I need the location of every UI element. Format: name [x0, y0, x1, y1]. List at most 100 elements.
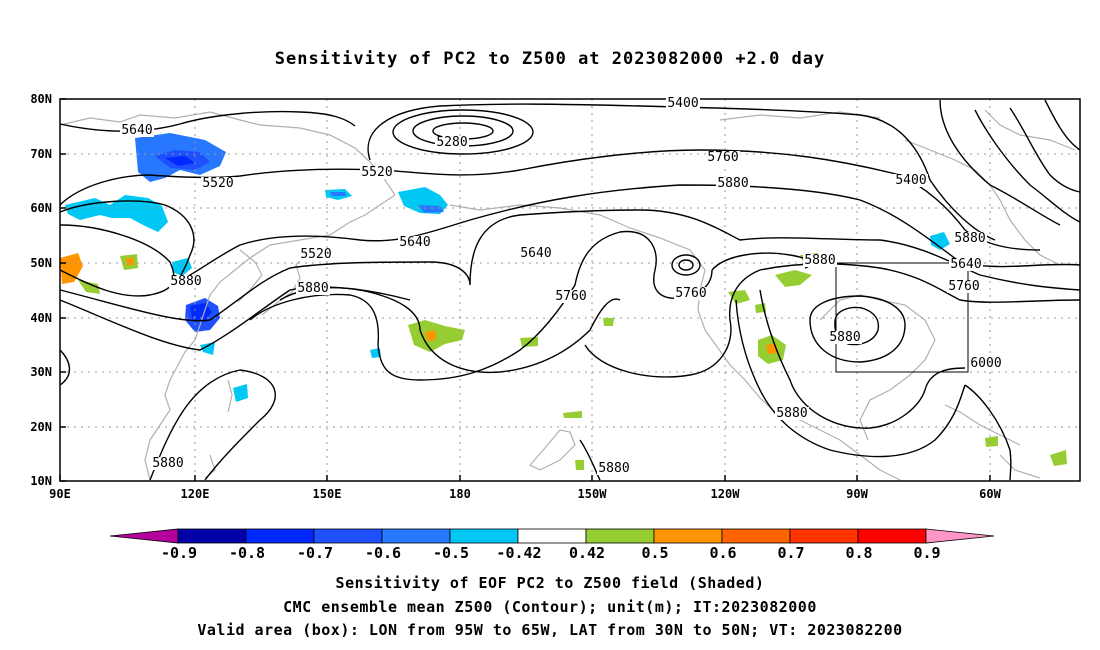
contour-label-bg — [894, 174, 928, 187]
contour-label-bg — [706, 151, 740, 164]
contour-label: 6000 — [970, 356, 1001, 371]
colorbar-label: 0.5 — [641, 544, 668, 562]
colorbar-cell — [381, 528, 451, 544]
chart-title: Sensitivity of PC2 to Z500 at 2023082000… — [274, 49, 826, 69]
contour-line — [1009, 107, 1081, 193]
contour-line — [419, 298, 621, 374]
shade-patch — [233, 384, 248, 402]
contour-label: 5880 — [804, 253, 835, 268]
coastline — [719, 111, 881, 121]
contour-label: 5880 — [152, 456, 183, 471]
lon-tick-label: 90E — [49, 487, 71, 501]
colorbar-cell — [789, 528, 859, 544]
contour-label: 5880 — [297, 281, 328, 296]
lon-tick-label: 120E — [181, 487, 210, 501]
colorbar-label: 0.42 — [569, 544, 605, 562]
coastline — [227, 379, 233, 413]
coastline — [529, 429, 576, 471]
colorbar-cell — [313, 528, 383, 544]
contour-line — [1044, 99, 1081, 151]
coastline — [449, 204, 719, 349]
colorbar: -0.9 -0.8 -0.7 -0.6 -0.5 -0.42 0.42 0.5 0.6 0.7 0.… — [109, 528, 995, 562]
colorbar-label: 0.8 — [845, 544, 872, 562]
colorbar-cell — [721, 528, 791, 544]
contour-label-bg — [169, 275, 203, 288]
contour-label-bg — [953, 232, 987, 245]
contour-line — [392, 109, 534, 155]
contour-label: 5760 — [707, 150, 738, 165]
contour-line — [177, 184, 1081, 283]
lon-tick-label: 180 — [449, 487, 471, 501]
contour-line — [678, 259, 694, 271]
contour-label-bg — [716, 177, 750, 190]
shade-patch — [78, 280, 100, 294]
contour-label: 5520 — [300, 247, 331, 262]
colorbar-cell — [177, 528, 247, 544]
map-frame — [59, 98, 1081, 482]
shade-patch — [563, 411, 582, 418]
colorbar-label: -0.5 — [433, 544, 469, 562]
shade-patch — [425, 330, 436, 341]
lat-tick-label: 50N — [30, 256, 52, 270]
caption-line-2: CMC ensemble mean Z500 (Contour); unit(m… — [283, 598, 817, 616]
contour-label: 5760 — [948, 279, 979, 294]
contour-label-bg — [969, 357, 1003, 370]
contour-label-bg — [151, 457, 185, 470]
contour-label-bg — [803, 254, 837, 267]
colorbar-label: 0.6 — [709, 544, 736, 562]
contour-label-bg — [947, 280, 981, 293]
shade-patch — [60, 253, 83, 284]
valid-area-box — [835, 262, 969, 373]
shade-patch — [985, 436, 998, 447]
shade-patch — [200, 342, 215, 355]
lon-tick-label: 150W — [578, 487, 608, 501]
contour-label: 5760 — [555, 289, 586, 304]
colorbar-label: -0.42 — [496, 544, 541, 562]
shade-patch — [165, 156, 195, 166]
shade-patch — [930, 232, 950, 250]
lon-tick-label: 150E — [313, 487, 342, 501]
contour-label-bg — [360, 166, 394, 179]
contour-label-bg — [949, 258, 983, 271]
caption-line-1: Sensitivity of EOF PC2 to Z500 field (Sh… — [335, 574, 765, 592]
contour-label-bg — [775, 407, 809, 420]
contour-label: 5880 — [717, 176, 748, 191]
coastline — [237, 249, 263, 303]
contour-line — [584, 263, 1081, 378]
contour-label: 5760 — [675, 286, 706, 301]
lat-tick-label: 20N — [30, 420, 52, 434]
lat-tick-label: 10N — [30, 474, 52, 488]
contour-label-bg — [554, 290, 588, 303]
colorbar-cell — [653, 528, 723, 544]
contour-label-bg — [296, 282, 330, 295]
contour-line — [809, 295, 906, 363]
contour-label: 5640 — [950, 257, 981, 272]
shade-patch — [603, 318, 614, 326]
coastline — [904, 139, 1061, 266]
contour-label-bg — [828, 331, 862, 344]
contour-label: 5640 — [121, 123, 152, 138]
contour-label-bg — [120, 124, 154, 137]
contour-line — [59, 349, 71, 386]
colorbar-cell — [245, 528, 315, 544]
contour-label-bg — [201, 177, 235, 190]
shade-patch — [408, 320, 465, 352]
contour-label: 5280 — [436, 135, 467, 150]
contour-line — [735, 299, 966, 458]
caption-line-3: Valid area (box): LON from 95W to 65W, L… — [197, 621, 903, 639]
lat-tick-label: 40N — [30, 311, 52, 325]
contour-line — [59, 209, 1081, 322]
colorbar-cell — [857, 528, 927, 544]
shade-patch — [126, 258, 134, 265]
contour-label: 5640 — [520, 246, 551, 261]
shade-patch — [418, 205, 444, 213]
colorbar-cell — [925, 528, 995, 544]
contour-label-bg — [299, 248, 333, 261]
contour-label: 5880 — [829, 330, 860, 345]
coastline — [944, 404, 1021, 446]
colorbar-cell — [585, 528, 655, 544]
contour-label: 5880 — [954, 231, 985, 246]
coastline — [984, 109, 1076, 151]
